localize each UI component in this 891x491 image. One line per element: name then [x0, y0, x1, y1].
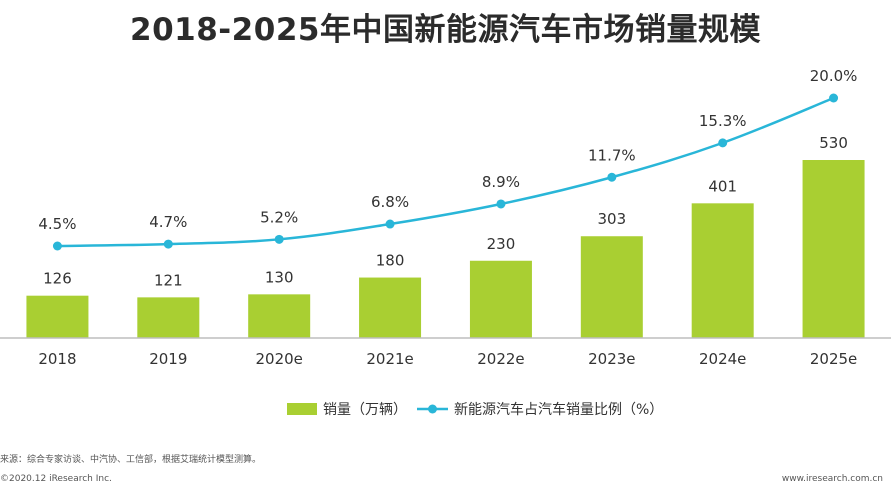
x-tick-label: 2018 — [38, 350, 76, 368]
share-point-2024e — [718, 138, 728, 148]
share-value-label: 8.9% — [482, 173, 520, 191]
share-value-label: 4.5% — [38, 215, 76, 233]
bar-2023e — [580, 236, 643, 338]
share-value-label: 4.7% — [149, 213, 187, 231]
chart-title: 2018-2025年中国新能源汽车市场销量规模 — [130, 12, 761, 48]
share-point-2025e — [829, 93, 839, 103]
share-value-label: 5.2% — [260, 208, 298, 226]
x-tick-label: 2024e — [699, 350, 746, 368]
legend-bar-label: 销量（万辆） — [323, 402, 407, 418]
x-tick-label: 2025e — [810, 350, 857, 368]
x-tick-label: 2023e — [588, 350, 635, 368]
bar-value-label: 130 — [265, 268, 294, 286]
x-tick-label: 2021e — [366, 350, 413, 368]
website: www.iresearch.com.cn — [781, 474, 883, 484]
bar-2021e — [359, 277, 422, 338]
bar-value-label: 303 — [597, 210, 626, 228]
bar-2019 — [137, 297, 200, 338]
share-point-2018 — [52, 241, 62, 251]
bar-2025e — [802, 160, 865, 338]
legend-line-marker — [428, 404, 437, 414]
share-point-2021e — [385, 219, 395, 229]
bar-value-label: 121 — [154, 271, 183, 289]
legend-line-label: 新能源汽车占汽车销量比例（%） — [454, 401, 663, 418]
share-value-label: 15.3% — [699, 112, 747, 130]
bars-layer — [26, 160, 865, 338]
bar-2020e — [248, 294, 311, 338]
legend-bar-swatch — [287, 403, 317, 415]
bar-2024e — [691, 203, 754, 338]
bar-value-label: 180 — [376, 252, 405, 270]
share-point-2022e — [496, 199, 506, 209]
share-point-2019 — [163, 239, 173, 249]
share-value-label: 11.7% — [588, 146, 636, 164]
line-layer — [52, 93, 839, 251]
share-line — [57, 96, 835, 248]
share-point-2023e — [607, 172, 617, 182]
legend: 销量（万辆） 新能源汽车占汽车销量比例（%） — [287, 401, 663, 418]
labels-layer: 126 121 130 180 230 303 401 530 4.5% 4.7% 5.2% 6.8%… — [38, 67, 857, 289]
share-value-label: 20.0% — [810, 67, 858, 85]
x-tick-label: 2020e — [255, 350, 302, 368]
axis-layer: 2018 2019 2020e 2021e 2022e 2023e 2024e 2025e — [0, 337, 891, 368]
bar-2022e — [469, 260, 532, 338]
share-value-label: 6.8% — [371, 193, 409, 211]
bar-value-label: 401 — [708, 177, 737, 195]
bar-value-label: 230 — [487, 235, 516, 253]
source-note: 来源：综合专家访谈、中汽协、工信部，根据艾瑞统计模型测算。 — [0, 455, 262, 465]
copyright: ©2020.12 iResearch Inc. — [0, 474, 112, 484]
share-point-2020e — [274, 234, 284, 244]
bar-2018 — [26, 295, 89, 338]
x-tick-label: 2019 — [149, 350, 187, 368]
bar-value-label: 126 — [43, 270, 72, 288]
bar-value-label: 530 — [819, 134, 848, 152]
x-tick-label: 2022e — [477, 350, 524, 368]
